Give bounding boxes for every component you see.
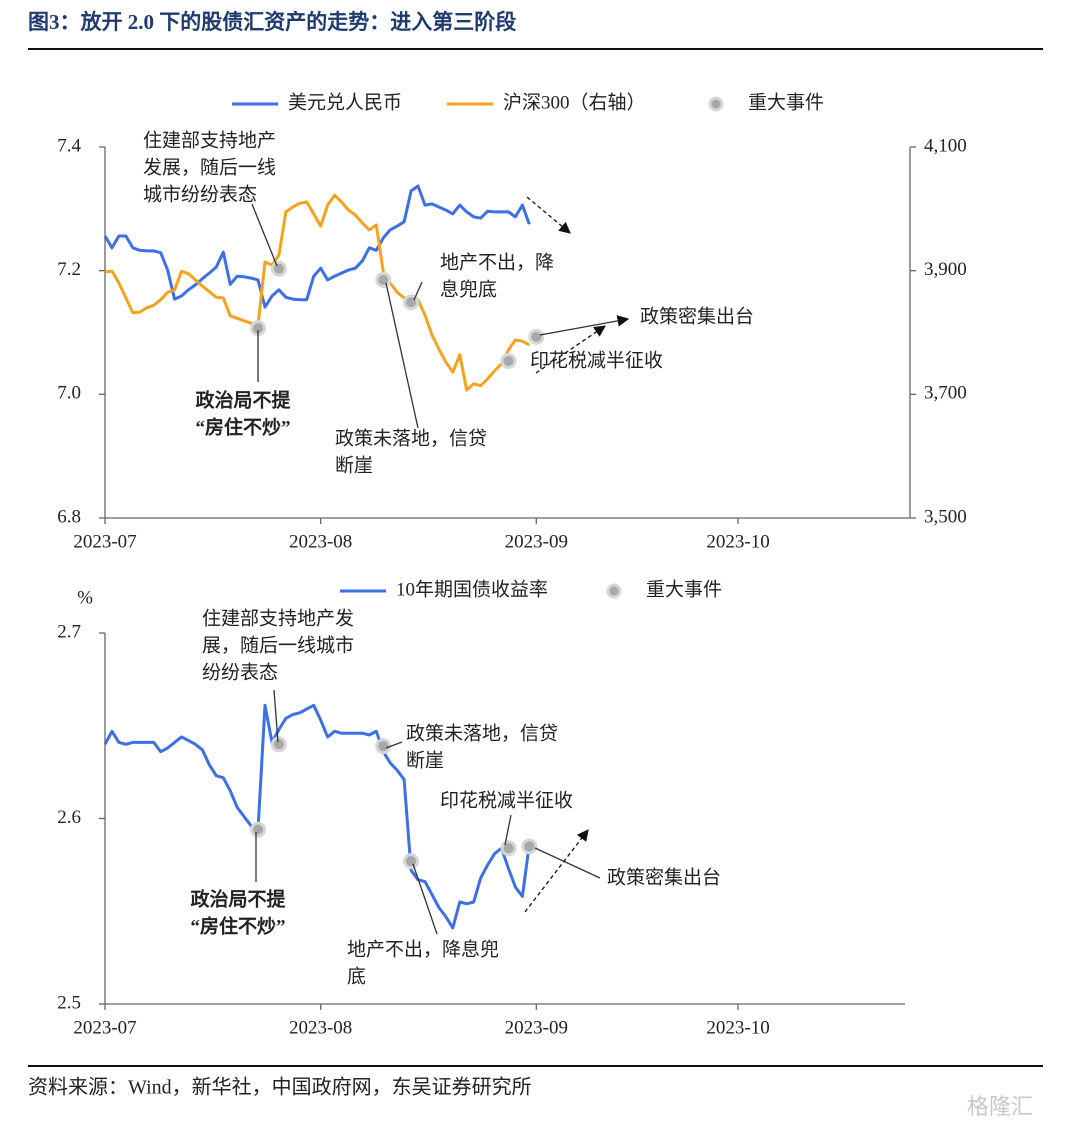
annotation: 地产不出，降 xyxy=(440,251,554,273)
annotation: 展，随后一线城市 xyxy=(202,634,354,656)
legend-marker xyxy=(606,583,622,599)
x-tick-label: 2023-09 xyxy=(505,531,568,552)
annotation: “房住不炒” xyxy=(190,914,285,937)
series-line xyxy=(103,184,531,309)
source-note: 资料来源：Wind，新华社，中国政府网，东吴证券研究所 xyxy=(28,1076,532,1099)
annotation: 政策未落地，信贷 xyxy=(335,427,487,449)
annotation-leader xyxy=(273,689,279,743)
event-marker xyxy=(528,328,545,345)
event-marker xyxy=(500,352,517,369)
x-tick-label: 2023-08 xyxy=(289,531,352,552)
y-tick-label: 7.2 xyxy=(57,259,81,280)
event-marker xyxy=(521,838,538,855)
annotation: 底 xyxy=(347,965,366,987)
annotation-leader xyxy=(385,741,403,749)
legend-marker xyxy=(708,96,724,112)
annotation-leader xyxy=(534,847,601,879)
annotation: 断崖 xyxy=(335,454,373,476)
annotation: 住建部支持地产 xyxy=(143,129,276,151)
annotation: 城市纷纷表态 xyxy=(143,183,257,205)
event-marker xyxy=(403,853,420,870)
annotation: 政策密集出台 xyxy=(607,866,721,888)
annotation: 地产不出，降息兜 xyxy=(347,938,499,960)
annotation-leader xyxy=(251,203,278,267)
figure-title: 图3：放开 2.0 下的股债汇资产的走势：进入第三阶段 xyxy=(28,10,516,34)
event-marker xyxy=(270,260,287,277)
x-tick-label: 2023-08 xyxy=(289,1017,352,1038)
event-marker xyxy=(375,738,392,755)
y-tick-label: 6.8 xyxy=(57,506,81,527)
event-marker xyxy=(500,840,517,857)
series-line xyxy=(103,703,531,930)
annotation-leader xyxy=(412,863,438,935)
legend-label: 10年期国债收益率 xyxy=(396,578,548,600)
annotation: “房住不炒” xyxy=(195,415,290,438)
y-tick-label: 2.7 xyxy=(57,621,81,642)
x-tick-label: 2023-07 xyxy=(73,531,136,552)
event-marker xyxy=(250,821,267,838)
y-tick-label: 2.5 xyxy=(57,992,81,1013)
annotation: 发展，随后一线 xyxy=(143,156,276,178)
y-axis-label: % xyxy=(77,587,93,608)
y2-tick-label: 3,500 xyxy=(924,506,967,527)
annotation-leader xyxy=(539,315,630,336)
series-line xyxy=(104,193,531,392)
legend-label: 重大事件 xyxy=(748,91,824,113)
x-tick-label: 2023-07 xyxy=(73,1017,136,1038)
annotation: 政治局不提 xyxy=(190,887,286,910)
annotation-leader xyxy=(504,814,512,846)
annotation: 断崖 xyxy=(406,749,444,771)
annotation: 印花税减半征收 xyxy=(440,789,573,811)
annotation: 政治局不提 xyxy=(195,388,291,411)
y-tick-label: 2.6 xyxy=(57,807,81,828)
x-tick-label: 2023-10 xyxy=(706,531,769,552)
annotation: 住建部支持地产发 xyxy=(202,607,354,629)
watermark: 格隆汇 xyxy=(967,1095,1033,1120)
event-marker xyxy=(375,271,392,288)
y-tick-label: 7.0 xyxy=(57,383,81,404)
y2-tick-label: 3,900 xyxy=(924,259,967,280)
annotation-leader xyxy=(385,282,419,429)
annotation: 息兜底 xyxy=(440,278,497,300)
legend-label: 重大事件 xyxy=(646,578,722,600)
legend-label: 美元兑人民币 xyxy=(288,91,402,113)
annotation-leader xyxy=(413,281,423,301)
annotation: 印花税减半征收 xyxy=(530,349,663,371)
annotation: 政策未落地，信贷 xyxy=(406,722,558,744)
y-tick-label: 7.4 xyxy=(57,135,81,156)
annotation: 纷纷表态 xyxy=(202,661,278,683)
trend-arrow xyxy=(526,196,571,234)
y2-tick-label: 4,100 xyxy=(924,135,967,156)
event-marker xyxy=(270,736,287,753)
annotation: 政策密集出台 xyxy=(640,305,754,327)
legend-label: 沪深300（右轴） xyxy=(503,91,646,113)
x-tick-label: 2023-09 xyxy=(505,1017,568,1038)
x-tick-label: 2023-10 xyxy=(706,1017,769,1038)
trend-arrow xyxy=(524,829,589,913)
y2-tick-label: 3,700 xyxy=(924,383,967,404)
